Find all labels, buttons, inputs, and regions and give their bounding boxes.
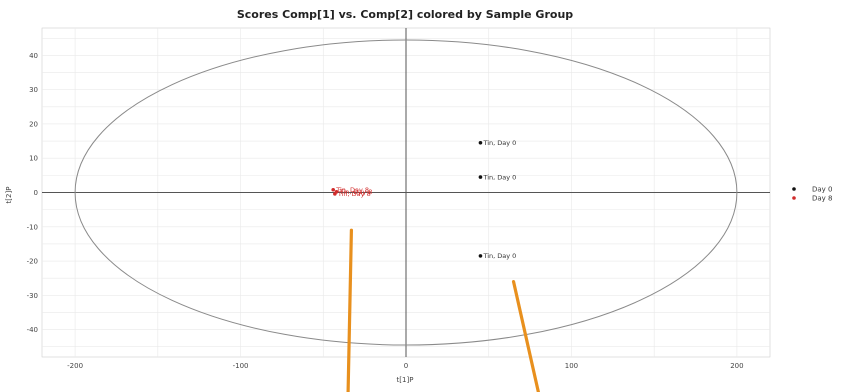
y-tick-label: 40 xyxy=(29,52,38,60)
x-tick-label: 100 xyxy=(565,362,578,370)
point-label: Tin, Day 8 xyxy=(339,188,373,196)
data-point xyxy=(331,187,336,192)
y-tick-label: 0 xyxy=(34,189,38,197)
annotation-arrow xyxy=(346,228,353,392)
y-tick-label: -40 xyxy=(27,326,38,334)
x-axis-label: t[1]P xyxy=(397,376,414,384)
x-tick-label: -100 xyxy=(233,362,249,370)
point-label: Tin, Day 0 xyxy=(482,173,516,181)
point-label: Tin, Day 8 xyxy=(335,186,369,194)
data-point xyxy=(334,190,339,194)
legend-marker xyxy=(792,187,796,191)
x-tick-label: 0 xyxy=(404,362,408,370)
y-tick-label: 20 xyxy=(29,120,38,128)
y-tick-label: -10 xyxy=(27,223,38,231)
legend-entry: Day 0 xyxy=(812,186,833,194)
data-point xyxy=(478,141,483,145)
axes xyxy=(42,28,770,357)
confidence-ellipse xyxy=(74,39,738,346)
point-label: Tin, Day 8 xyxy=(337,190,371,198)
data-point xyxy=(478,175,483,179)
hotelling-ellipse xyxy=(74,39,738,346)
legend-entry: Day 8 xyxy=(812,195,833,203)
annotation-arrows xyxy=(346,228,540,392)
y-tick-label: 30 xyxy=(29,86,38,94)
legend-marker xyxy=(792,196,796,200)
data-points: Tin, Day 0 Tin, Day 0 Tin, Day 0 Tin, Day 8… xyxy=(331,139,516,260)
y-tick-label: -30 xyxy=(27,292,38,300)
x-tick-label: 200 xyxy=(730,362,743,370)
point-label: Tin, Day 0 xyxy=(482,252,516,260)
y-tick-label: -20 xyxy=(27,258,38,266)
data-point xyxy=(478,254,483,258)
chart-title: Scores Comp[1] vs. Comp[2] colored by Sa… xyxy=(237,8,573,21)
y-tick-label: 10 xyxy=(29,155,38,163)
annotation-arrow xyxy=(511,280,540,392)
point-label: Tin, Day 0 xyxy=(482,139,516,147)
x-tick-label: -200 xyxy=(67,362,83,370)
y-axis-label: t[2]P xyxy=(5,187,13,204)
